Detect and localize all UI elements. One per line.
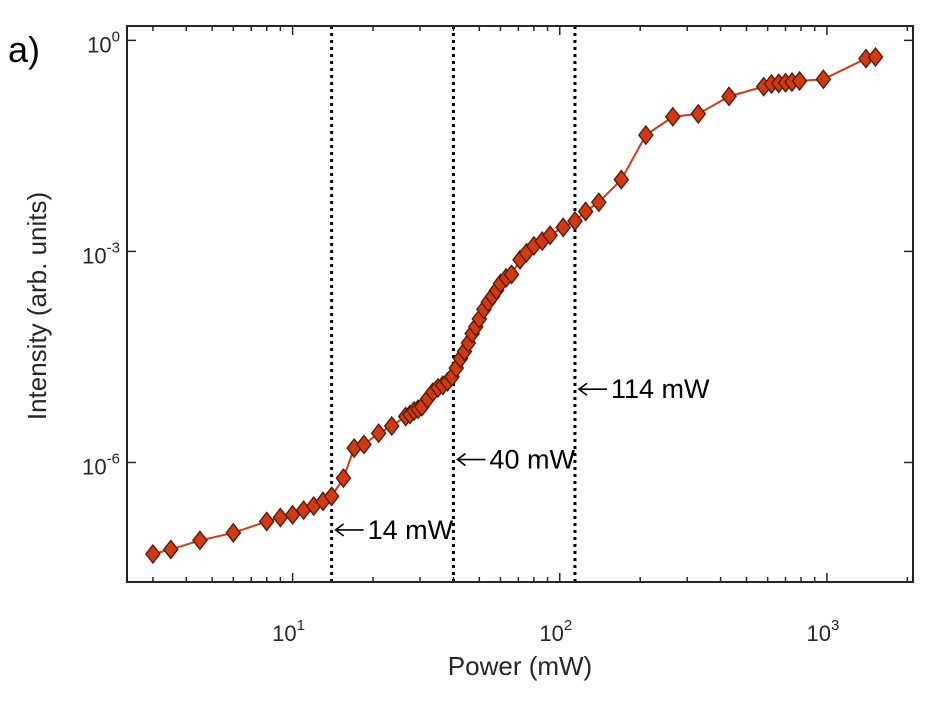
data-series [145, 46, 884, 565]
data-point [590, 192, 607, 213]
panel-label: a) [8, 29, 40, 70]
y-tick-label: 100 [87, 28, 120, 57]
data-point [542, 225, 558, 246]
data-point [664, 106, 681, 127]
threshold-annotations: 14 mW 40 mW 114 mW [334, 374, 710, 545]
threshold-label: 14 mW [368, 515, 454, 545]
threshold-annotation: 14 mW [334, 515, 454, 545]
threshold-annotation: 40 mW [456, 445, 575, 475]
data-point [577, 201, 594, 222]
x-tick-label: 102 [539, 617, 572, 646]
data-point [867, 46, 884, 68]
data-point [225, 522, 242, 543]
series-line [152, 56, 876, 555]
y-tick-label: 10-6 [82, 450, 120, 479]
arrow-head-icon [334, 523, 345, 537]
y-axis-title: Intensity (arb. units) [22, 192, 52, 420]
data-point [613, 169, 630, 190]
threshold-lines [330, 26, 577, 582]
data-point [162, 539, 179, 560]
data-point [791, 70, 808, 92]
data-point [815, 69, 832, 90]
axis-ticks: 101 102 103 10-6 10-3 100 [82, 26, 913, 646]
x-axis-title: Power (mW) [448, 651, 592, 681]
arrow-head-icon [577, 382, 588, 396]
data-point [192, 530, 208, 551]
data-point [258, 511, 275, 532]
arrow-head-icon [456, 452, 466, 467]
data-point [323, 486, 340, 507]
y-tick-label: 10-3 [82, 239, 120, 268]
data-point [383, 415, 400, 437]
data-point [721, 86, 737, 107]
data-point [145, 543, 161, 565]
data-point [335, 467, 352, 489]
threshold-label: 40 mW [489, 445, 575, 475]
data-point [555, 217, 572, 238]
threshold-label: 114 mW [611, 374, 710, 404]
plot-frame [126, 25, 914, 583]
data-point [272, 507, 289, 528]
data-point [356, 434, 372, 455]
x-tick-label: 103 [807, 617, 840, 646]
x-tick-label: 101 [272, 617, 305, 646]
data-point [637, 124, 654, 146]
threshold-annotation: 114 mW [577, 374, 710, 404]
data-point [370, 423, 387, 444]
data-point [503, 264, 520, 285]
data-point [567, 210, 583, 232]
data-point [690, 103, 707, 125]
